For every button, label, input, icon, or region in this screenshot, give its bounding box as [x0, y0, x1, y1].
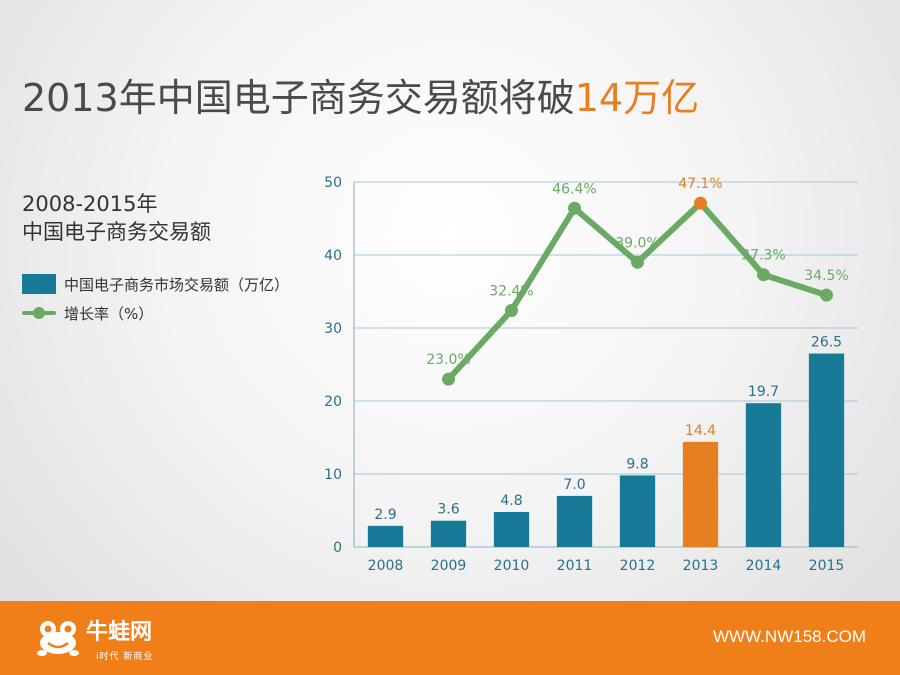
x-tick-label: 2014 — [746, 558, 782, 574]
chart-legend: 中国电子商务市场交易额（万亿） 增长率（%） — [22, 272, 322, 330]
bar — [619, 475, 656, 547]
growth-value-label: 47.1% — [678, 176, 722, 192]
site-url-link[interactable]: WWW.NW158.COM — [713, 627, 866, 646]
bar — [682, 441, 719, 547]
combo-chart: 0 10 20 30 40 50 2.9 2008 3.6 2009 4.8 2010 7.0 2011 9… — [324, 175, 858, 574]
bar — [493, 511, 530, 547]
page-title: 2013年中国电子商务交易额将破14万亿 — [22, 74, 882, 122]
growth-value-label: 37.3% — [741, 248, 785, 264]
bar — [745, 403, 782, 547]
bar-value-label: 2.9 — [374, 507, 396, 523]
y-tick-label: 10 — [324, 467, 342, 483]
legend-line-label: 增长率（%） — [64, 304, 154, 323]
bar — [367, 525, 404, 547]
x-tick-label: 2008 — [368, 558, 404, 574]
x-tick-label: 2009 — [431, 558, 467, 574]
y-tick-label: 20 — [324, 394, 342, 410]
growth-value-label: 23.0% — [426, 352, 470, 368]
growth-point — [820, 288, 833, 302]
brand-logo[interactable]: 牛蛙网 i时代 新商业 — [36, 617, 236, 663]
bar-value-label: 4.8 — [500, 493, 522, 509]
x-tick-label: 2012 — [620, 558, 656, 574]
bar-value-label: 26.5 — [811, 335, 842, 351]
legend-bar-label: 中国电子商务市场交易额（万亿） — [64, 275, 290, 294]
legend-line-swatch — [22, 303, 56, 323]
growth-point — [505, 303, 518, 317]
brand-name: 牛蛙网 — [86, 620, 153, 645]
bar — [430, 520, 467, 547]
legend-item-line: 增长率（%） — [22, 301, 322, 325]
growth-point — [631, 255, 644, 269]
x-tick-label: 2010 — [494, 558, 530, 574]
brand-slogan: i时代 新商业 — [96, 652, 154, 662]
legend-item-bar: 中国电子商务市场交易额（万亿） — [22, 272, 322, 296]
growth-point — [568, 201, 581, 215]
x-tick-label: 2015 — [809, 558, 845, 574]
title-highlight: 14万亿 — [574, 76, 700, 120]
bar-value-label: 14.4 — [685, 423, 716, 439]
growth-value-label: 39.0% — [615, 235, 659, 251]
bar — [556, 495, 593, 547]
x-tick-label: 2011 — [557, 558, 593, 574]
frog-icon — [37, 621, 79, 656]
y-tick-label: 0 — [333, 540, 342, 556]
growth-value-label: 32.4% — [489, 283, 533, 299]
growth-point — [694, 196, 707, 210]
y-tick-label: 50 — [324, 175, 342, 191]
footer-bar: 牛蛙网 i时代 新商业 WWW.NW158.COM — [0, 601, 900, 675]
bar-value-label: 3.6 — [437, 502, 459, 518]
y-tick-label: 40 — [324, 248, 342, 264]
bar-value-label: 7.0 — [563, 477, 585, 493]
title-text: 2013年中国电子商务交易额将破 — [22, 76, 575, 120]
subtitle-line2: 中国电子商务交易额 — [22, 220, 211, 244]
growth-point — [757, 268, 770, 282]
y-tick-label: 30 — [324, 321, 342, 337]
legend-bar-swatch — [22, 274, 56, 294]
chart-subtitle: 2008-2015年 中国电子商务交易额 — [22, 190, 312, 246]
subtitle-line1: 2008-2015年 — [22, 192, 158, 216]
bar-value-label: 19.7 — [748, 384, 779, 400]
growth-value-label: 46.4% — [552, 181, 596, 197]
x-tick-label: 2013 — [683, 558, 719, 574]
bar — [808, 353, 845, 547]
growth-value-label: 34.5% — [804, 268, 848, 284]
bar-value-label: 9.8 — [626, 456, 648, 472]
growth-point — [442, 372, 455, 386]
